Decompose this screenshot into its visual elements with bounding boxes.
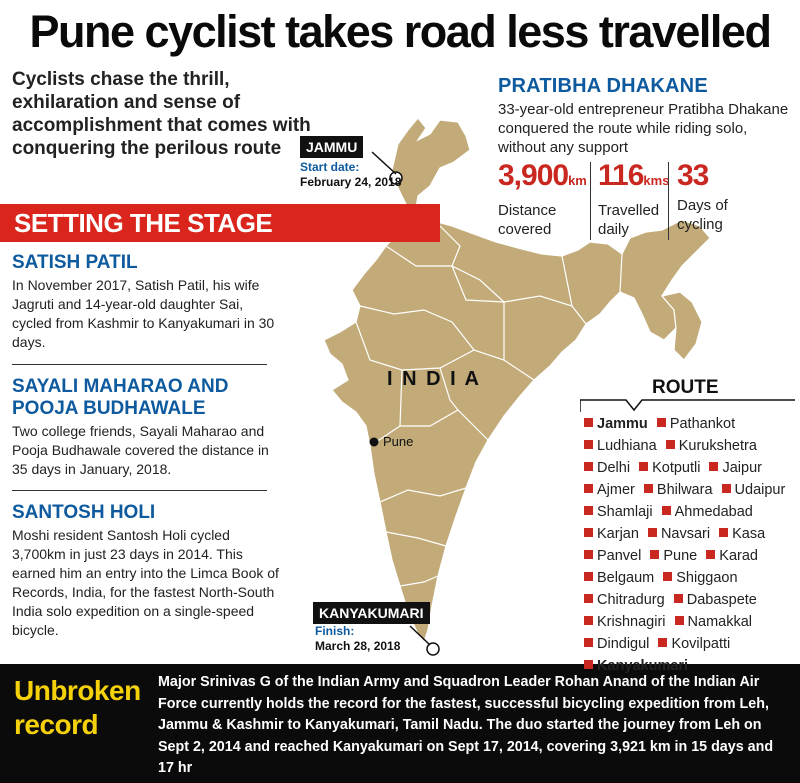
kanyakumari-leader	[409, 625, 431, 646]
route-row: Kanyakumari	[584, 656, 693, 676]
route-row: Chitradurg Dabaspete	[584, 590, 762, 610]
rider-name-line-2: POOJA BUDHAWALE	[12, 398, 206, 419]
rider-text: Two college friends, Sayali Maharao and …	[12, 423, 269, 477]
stat-label: Travelled daily	[598, 202, 660, 238]
route-stop: Karad	[719, 548, 758, 564]
stat-label: Distance covered	[498, 202, 557, 238]
route-stop: Kanyakumari	[597, 658, 689, 674]
route-stop: Pune	[663, 548, 698, 564]
route-row: Panvel Pune Karad	[584, 546, 763, 566]
section-title: SETTING THE STAGE	[14, 208, 273, 238]
rider-name-line-1: SAYALI MAHARAO AND	[12, 376, 229, 397]
route-row: Dindigul Kovilpatti	[584, 634, 735, 654]
start-date-block: Start date: February 24, 2018	[300, 160, 401, 190]
divider	[12, 490, 267, 491]
route-stop: Jaipur	[722, 460, 762, 476]
pratibha-text: 33-year-old entrepreneur Pratibha Dhakan…	[498, 101, 789, 156]
route-stop: Delhi	[597, 460, 631, 476]
pune-marker	[369, 437, 379, 447]
route-row: Shamlaji Ahmedabad	[584, 502, 758, 522]
route-stop: Dindigul	[597, 636, 650, 652]
finish-date-value: March 28, 2018	[315, 639, 401, 653]
route-stop: Chitradurg	[597, 592, 665, 608]
rider-name: SATISH PATIL	[12, 252, 138, 273]
start-date-label: Start date:	[300, 160, 360, 174]
rider-name: SANTOSH HOLI	[12, 502, 156, 523]
finish-date-block: Finish: March 28, 2018	[315, 624, 400, 654]
india-map	[323, 117, 711, 656]
route-row: Karjan Navsari Kasa	[584, 524, 770, 544]
route-stop: Udaipur	[734, 482, 786, 498]
route-callout	[580, 399, 795, 412]
route-title: ROUTE	[652, 377, 719, 398]
route-stop: Shiggaon	[676, 570, 738, 586]
route-stop: Kotputli	[652, 460, 701, 476]
pratibha-block: PRATIBHA DHAKANE 33-year-old entrepreneu…	[498, 74, 798, 157]
footer-title: Unbroken record	[14, 675, 141, 740]
route-stop: Kasa	[732, 526, 766, 542]
kanyakumari-marker	[426, 642, 440, 656]
stat-value: 33	[677, 159, 709, 192]
footer-panel: Unbroken record Major Srinivas G of the …	[0, 664, 800, 783]
intro-text: Cyclists chase the thrill, exhilaration …	[12, 69, 311, 159]
rider-text: Moshi resident Santosh Holi cycled 3,700…	[12, 527, 279, 638]
pratibha-name: PRATIBHA DHAKANE	[498, 75, 708, 97]
route-stop: Karjan	[597, 526, 639, 542]
route-row: Ludhiana Kurukshetra	[584, 436, 762, 456]
route-stop: Shamlaji	[597, 504, 653, 520]
stat-daily: 116kms Travelled daily	[598, 156, 669, 239]
state-borders	[355, 219, 623, 587]
rider-santosh-holi: SANTOSH HOLI Moshi resident Santosh Holi…	[12, 502, 282, 640]
route-row: Belgaum Shiggaon	[584, 568, 743, 588]
route-stop: Belgaum	[597, 570, 655, 586]
country-label: I N D I A	[387, 368, 481, 390]
route-stop: Namakkal	[687, 614, 752, 630]
stat-divider	[590, 162, 591, 240]
divider	[12, 364, 267, 365]
route-stop: Navsari	[660, 526, 711, 542]
route-stop: Pathankot	[669, 416, 736, 432]
headline: Pune cyclist takes road less travelled	[29, 6, 772, 57]
route-stop: Kurukshetra	[678, 438, 757, 454]
stat-label: Days of cycling	[677, 197, 728, 233]
route-stop: Bhilwara	[656, 482, 713, 498]
pune-label: Pune	[383, 434, 414, 449]
stat-days: 33 Days of cycling	[677, 156, 728, 234]
stat-value: 116kms	[598, 159, 670, 192]
stat-value: 3,900km	[498, 159, 587, 192]
stat-distance: 3,900km Distance covered	[498, 156, 587, 239]
route-stop: Ludhiana	[597, 438, 657, 454]
jammu-tag: JAMMU	[300, 136, 364, 158]
rider-sayali-pooja: SAYALI MAHARAO AND POOJA BUDHAWALE Two c…	[12, 376, 282, 479]
route-stop: Jammu	[597, 416, 648, 432]
jammu-leader	[371, 151, 397, 175]
route-stop: Kovilpatti	[671, 636, 731, 652]
stat-divider	[668, 162, 669, 240]
start-date-value: February 24, 2018	[300, 175, 402, 189]
section-banner: SETTING THE STAGE	[0, 204, 440, 242]
kanyakumari-tag: KANYAKUMARI	[313, 602, 430, 624]
route-stop: Ahmedabad	[674, 504, 753, 520]
route-row: Ajmer Bhilwara Udaipur	[584, 480, 790, 500]
route-stop: Panvel	[597, 548, 642, 564]
jammu-marker	[389, 171, 403, 185]
finish-date-label: Finish:	[315, 624, 355, 638]
route-stop: Krishnagiri	[597, 614, 666, 630]
route-row: Krishnagiri Namakkal	[584, 612, 757, 632]
route-row: Delhi Kotputli Jaipur	[584, 458, 767, 478]
route-stop: Dabaspete	[686, 592, 757, 608]
route-row: Jammu Pathankot	[584, 414, 740, 434]
route-stop: Ajmer	[597, 482, 635, 498]
rider-text: In November 2017, Satish Patil, his wife…	[12, 277, 275, 350]
northeast-landmass	[660, 291, 703, 361]
footer-text: Major Srinivas G of the Indian Army and …	[158, 674, 774, 776]
rider-satish-patil: SATISH PATIL In November 2017, Satish Pa…	[12, 252, 282, 352]
